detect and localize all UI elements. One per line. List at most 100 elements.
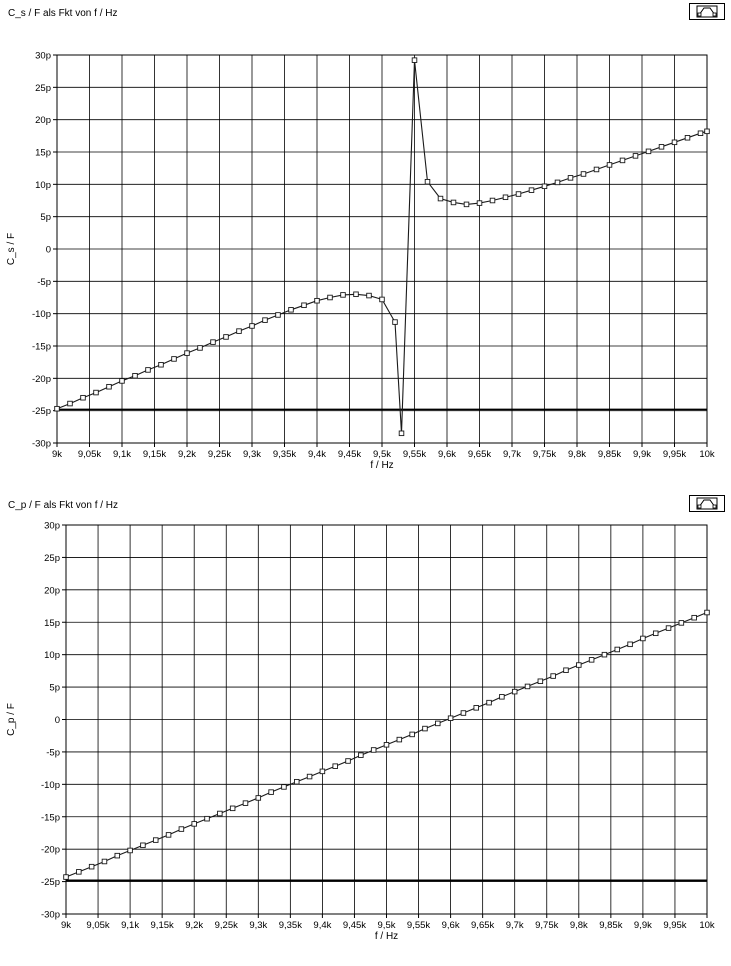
x-tick-label: 9,75k	[535, 920, 558, 931]
x-tick-label: 10k	[699, 920, 715, 931]
x-tick-label: 9,3k	[249, 920, 267, 931]
y-tick-label: 5p	[49, 683, 60, 694]
data-point-marker	[184, 350, 190, 356]
y-tick-label: -25p	[41, 877, 60, 888]
x-tick-label: 9,6k	[438, 449, 456, 460]
data-point-marker	[476, 200, 483, 206]
x-tick-label: 9,25k	[208, 449, 231, 460]
data-point-marker	[345, 758, 351, 764]
x-tick-label: 9,45k	[338, 449, 361, 460]
data-point-marker	[210, 339, 216, 345]
data-point-marker	[619, 157, 626, 164]
data-point-marker	[614, 646, 621, 653]
data-point-marker	[515, 191, 522, 197]
plot-legend-button[interactable]	[689, 3, 725, 20]
x-tick-label: 9,85k	[598, 449, 621, 460]
chart-plot-area: 9k 9,05k 9,1k 9,15k 9,2k 9,25k 9,3k 9,35k 9,4k 9,…	[6, 51, 715, 472]
x-tick-label: 9,55k	[407, 920, 430, 931]
data-point-marker	[114, 852, 121, 859]
data-point-marker	[119, 378, 125, 384]
data-point-marker	[165, 832, 172, 838]
x-tick-label: 9,25k	[215, 920, 238, 931]
data-point-marker	[370, 747, 377, 753]
y-tick-label: 20p	[35, 115, 51, 126]
chart-title: C_s / F als Fkt von f / Hz	[8, 8, 118, 19]
data-point-marker	[658, 144, 665, 150]
y-tick-label: 30p	[35, 51, 51, 62]
data-point-marker	[306, 773, 313, 780]
y-axis-label: C_p / F	[6, 703, 17, 736]
x-tick-label: 9,9k	[634, 920, 652, 931]
data-point-marker	[178, 826, 185, 832]
data-point-marker	[255, 795, 262, 801]
data-point-marker	[140, 842, 146, 849]
y-tick-label: -15p	[41, 812, 60, 823]
series-line	[56, 60, 708, 434]
data-point-marker	[127, 847, 133, 854]
y-tick-label: 0	[55, 715, 60, 726]
data-point-marker	[288, 307, 294, 313]
data-point-marker	[435, 720, 441, 727]
data-point-marker	[275, 312, 281, 318]
data-point-marker	[398, 430, 405, 437]
x-tick-label: 9,95k	[663, 920, 686, 931]
data-point-marker	[684, 135, 691, 141]
x-tick-label: 9,2k	[185, 920, 203, 931]
x-tick-label: 9,75k	[533, 449, 556, 460]
data-point-marker	[93, 389, 99, 396]
y-tick-label: 5p	[40, 212, 51, 223]
x-tick-label: 9,15k	[143, 449, 166, 460]
y-tick-label: -30p	[41, 910, 60, 921]
data-point-marker	[63, 874, 69, 880]
data-point-marker	[353, 291, 359, 298]
x-tick-label: 9,5k	[378, 920, 396, 931]
data-point-marker	[101, 858, 108, 865]
data-point-marker	[473, 705, 479, 711]
data-point-marker	[576, 662, 582, 668]
x-tick-label: 9k	[52, 449, 62, 460]
data-point-marker	[409, 731, 415, 738]
y-tick-label: 30p	[44, 521, 60, 532]
data-point-marker	[358, 752, 364, 758]
data-point-marker	[236, 328, 242, 334]
data-point-marker	[396, 736, 403, 743]
data-point-marker	[632, 153, 639, 159]
x-tick-label: 10k	[699, 449, 715, 460]
x-tick-label: 9,05k	[86, 920, 109, 931]
data-point-marker	[80, 394, 86, 401]
data-point-marker	[627, 641, 633, 648]
data-point-marker	[593, 166, 600, 173]
plot-legend-icon	[696, 497, 718, 510]
data-point-marker	[301, 302, 307, 309]
data-point-marker	[486, 699, 492, 706]
x-tick-label: 9,4k	[308, 449, 326, 460]
data-point-marker	[554, 179, 561, 186]
data-point-marker	[383, 742, 390, 748]
data-point-marker	[281, 784, 287, 790]
data-point-marker	[704, 609, 710, 616]
y-tick-label: 10p	[44, 650, 60, 661]
x-tick-label: 9,4k	[313, 920, 331, 931]
y-tick-label: 0	[46, 245, 51, 256]
data-point-marker	[268, 789, 274, 795]
data-point-marker	[704, 128, 710, 135]
data-point-marker	[537, 678, 544, 684]
data-point-marker	[511, 688, 518, 695]
x-tick-label: 9,35k	[273, 449, 296, 460]
plot-legend-button[interactable]	[689, 495, 725, 512]
data-point-marker	[340, 292, 346, 298]
data-point-marker	[106, 383, 112, 390]
data-point-marker	[145, 367, 151, 373]
data-point-marker	[158, 362, 164, 368]
data-point-marker	[665, 625, 672, 631]
y-tick-label: -5p	[46, 747, 60, 758]
x-tick-label: 9,7k	[503, 449, 521, 460]
y-axis-label: C_s / F	[6, 233, 17, 265]
data-point-marker	[447, 715, 454, 721]
x-tick-label: 9,65k	[471, 920, 494, 931]
plot-legend-icon	[696, 5, 718, 18]
data-point-marker	[437, 195, 444, 202]
x-tick-label: 9,45k	[343, 920, 366, 931]
chart-panel-cp: C_p / F als Fkt von f / Hz 9k 9,05k 9,1k 9,…	[0, 492, 731, 966]
data-point-marker	[463, 201, 470, 208]
